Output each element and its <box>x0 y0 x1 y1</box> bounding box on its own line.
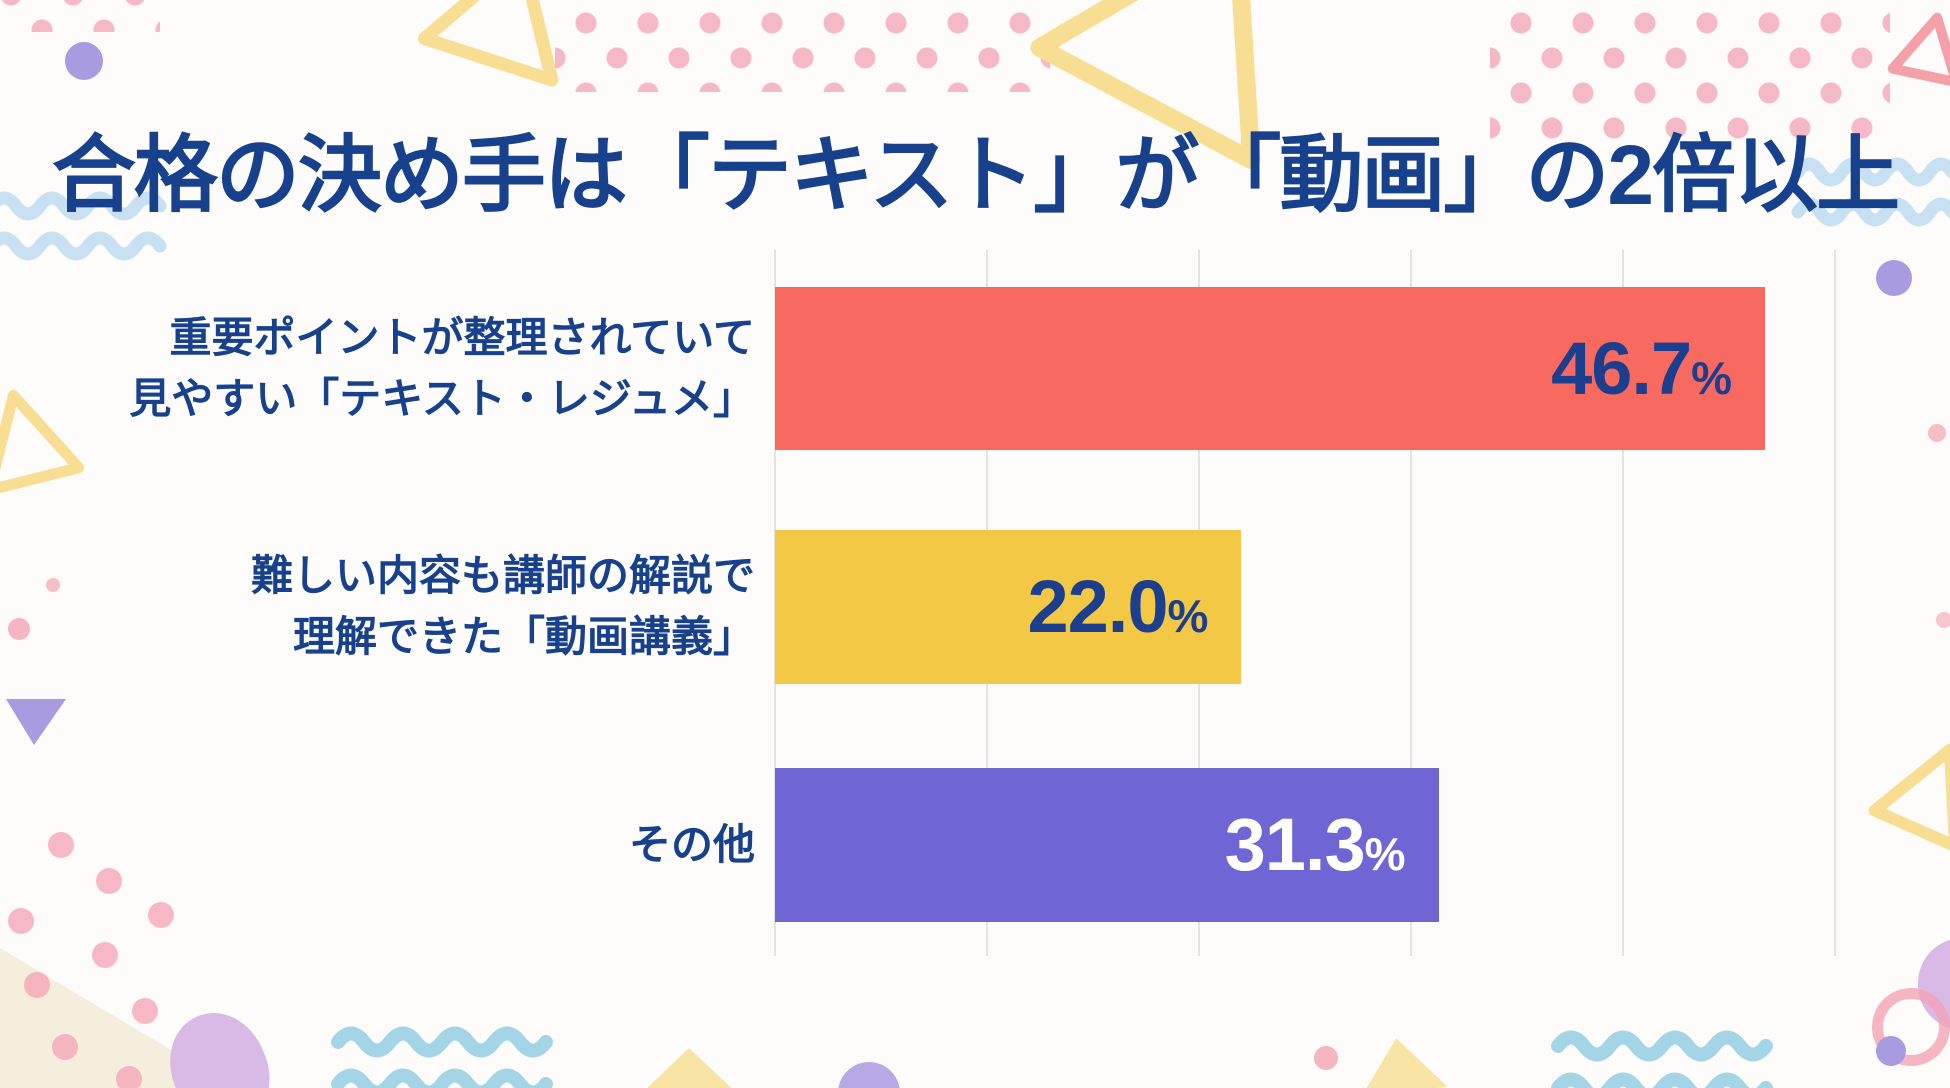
yellow-triangle-outline-left <box>0 389 85 496</box>
yellow-triangle-bottom-center-left <box>647 1048 732 1088</box>
bar-value-video-lecture: 22.0% <box>1027 570 1208 644</box>
bar-value-number: 22.0 <box>1027 565 1168 648</box>
purple-triangle-left <box>6 699 66 745</box>
pink-dot-grid-top-right <box>1490 0 1890 140</box>
purple-semicircle-bottom-center <box>838 1062 900 1088</box>
pink-dot-right-1 <box>1928 424 1946 442</box>
pink-dot-right-2 <box>1936 612 1950 628</box>
pink-dot-bl-4 <box>148 902 174 928</box>
pink-ring-bottom-right <box>1872 988 1950 1066</box>
category-label-text-resume: 重要ポイントが整理されていて 見やすい「テキスト・レジュメ」 <box>40 287 755 450</box>
bar-other: 31.3% <box>775 768 1439 922</box>
pink-dot-bl-5 <box>92 942 118 968</box>
percent-sign: % <box>1167 590 1208 642</box>
category-label-line: 見やすい「テキスト・レジュメ」 <box>129 374 755 422</box>
pink-dot-bl-3 <box>8 908 34 934</box>
purple-dot-top-left <box>65 42 103 80</box>
yellow-triangle-bottom-right <box>1360 1038 1448 1088</box>
pink-dot-bl-8 <box>52 1034 78 1060</box>
category-label-other: その他 <box>40 768 755 922</box>
pink-dot-grid-top-center <box>555 0 1050 92</box>
pink-dot-bl-6 <box>24 972 50 998</box>
plot-area: 46.7% 22.0% 31.3% <box>774 250 1836 956</box>
percent-sign: % <box>1364 828 1406 880</box>
bar-value-number: 31.3 <box>1224 803 1366 886</box>
purple-dot-bottom-right <box>1876 1036 1906 1066</box>
yellow-triangle-outline-top-center <box>1030 0 1261 170</box>
bar-video-lecture: 22.0% <box>775 530 1242 684</box>
bar-text-resume: 46.7% <box>775 287 1766 450</box>
category-labels: 重要ポイントが整理されていて 見やすい「テキスト・レジュメ」 難しい内容も講師の… <box>40 250 755 956</box>
blue-wave-top-left <box>0 191 167 261</box>
pink-dot-bl-7 <box>132 998 158 1024</box>
yellow-triangle-outline-top-left <box>417 0 559 87</box>
category-label-line: その他 <box>628 820 755 868</box>
bar-value-number: 46.7 <box>1551 326 1692 410</box>
category-label-line: 理解できた「動画講義」 <box>292 613 755 660</box>
bar-value-text-resume: 46.7% <box>1551 331 1732 406</box>
category-label-line: 難しい内容も講師の解説で <box>250 552 755 600</box>
coral-triangle-outline-top-right <box>1887 12 1950 88</box>
percent-sign: % <box>1691 351 1732 404</box>
pink-dot-grid-top-left <box>0 0 160 32</box>
category-label-line: 重要ポイントが整理されていて <box>169 313 755 361</box>
pink-dot-bottom-right-1 <box>1314 1046 1338 1070</box>
pink-dot-bl-1 <box>48 832 74 858</box>
blue-wave-right <box>1791 157 1950 227</box>
pink-dot-bl-2 <box>96 868 122 894</box>
yellow-triangle-outline-right <box>1868 743 1950 853</box>
purple-dot-top-right-mid <box>1876 260 1912 296</box>
category-label-video-lecture: 難しい内容も講師の解説で 理解できた「動画講義」 <box>40 530 755 684</box>
pink-dot-bl-9 <box>116 1066 142 1088</box>
blue-wave-bottom-right <box>1551 1030 1773 1088</box>
pink-dot-left-2 <box>46 578 60 592</box>
pink-dot-left-1 <box>8 618 30 640</box>
chart-title: 合格の決め手は「テキスト」が「動画」の2倍以上 <box>51 128 1900 223</box>
bar-value-other: 31.3% <box>1225 808 1406 882</box>
blue-wave-bottom-left <box>331 1026 553 1088</box>
